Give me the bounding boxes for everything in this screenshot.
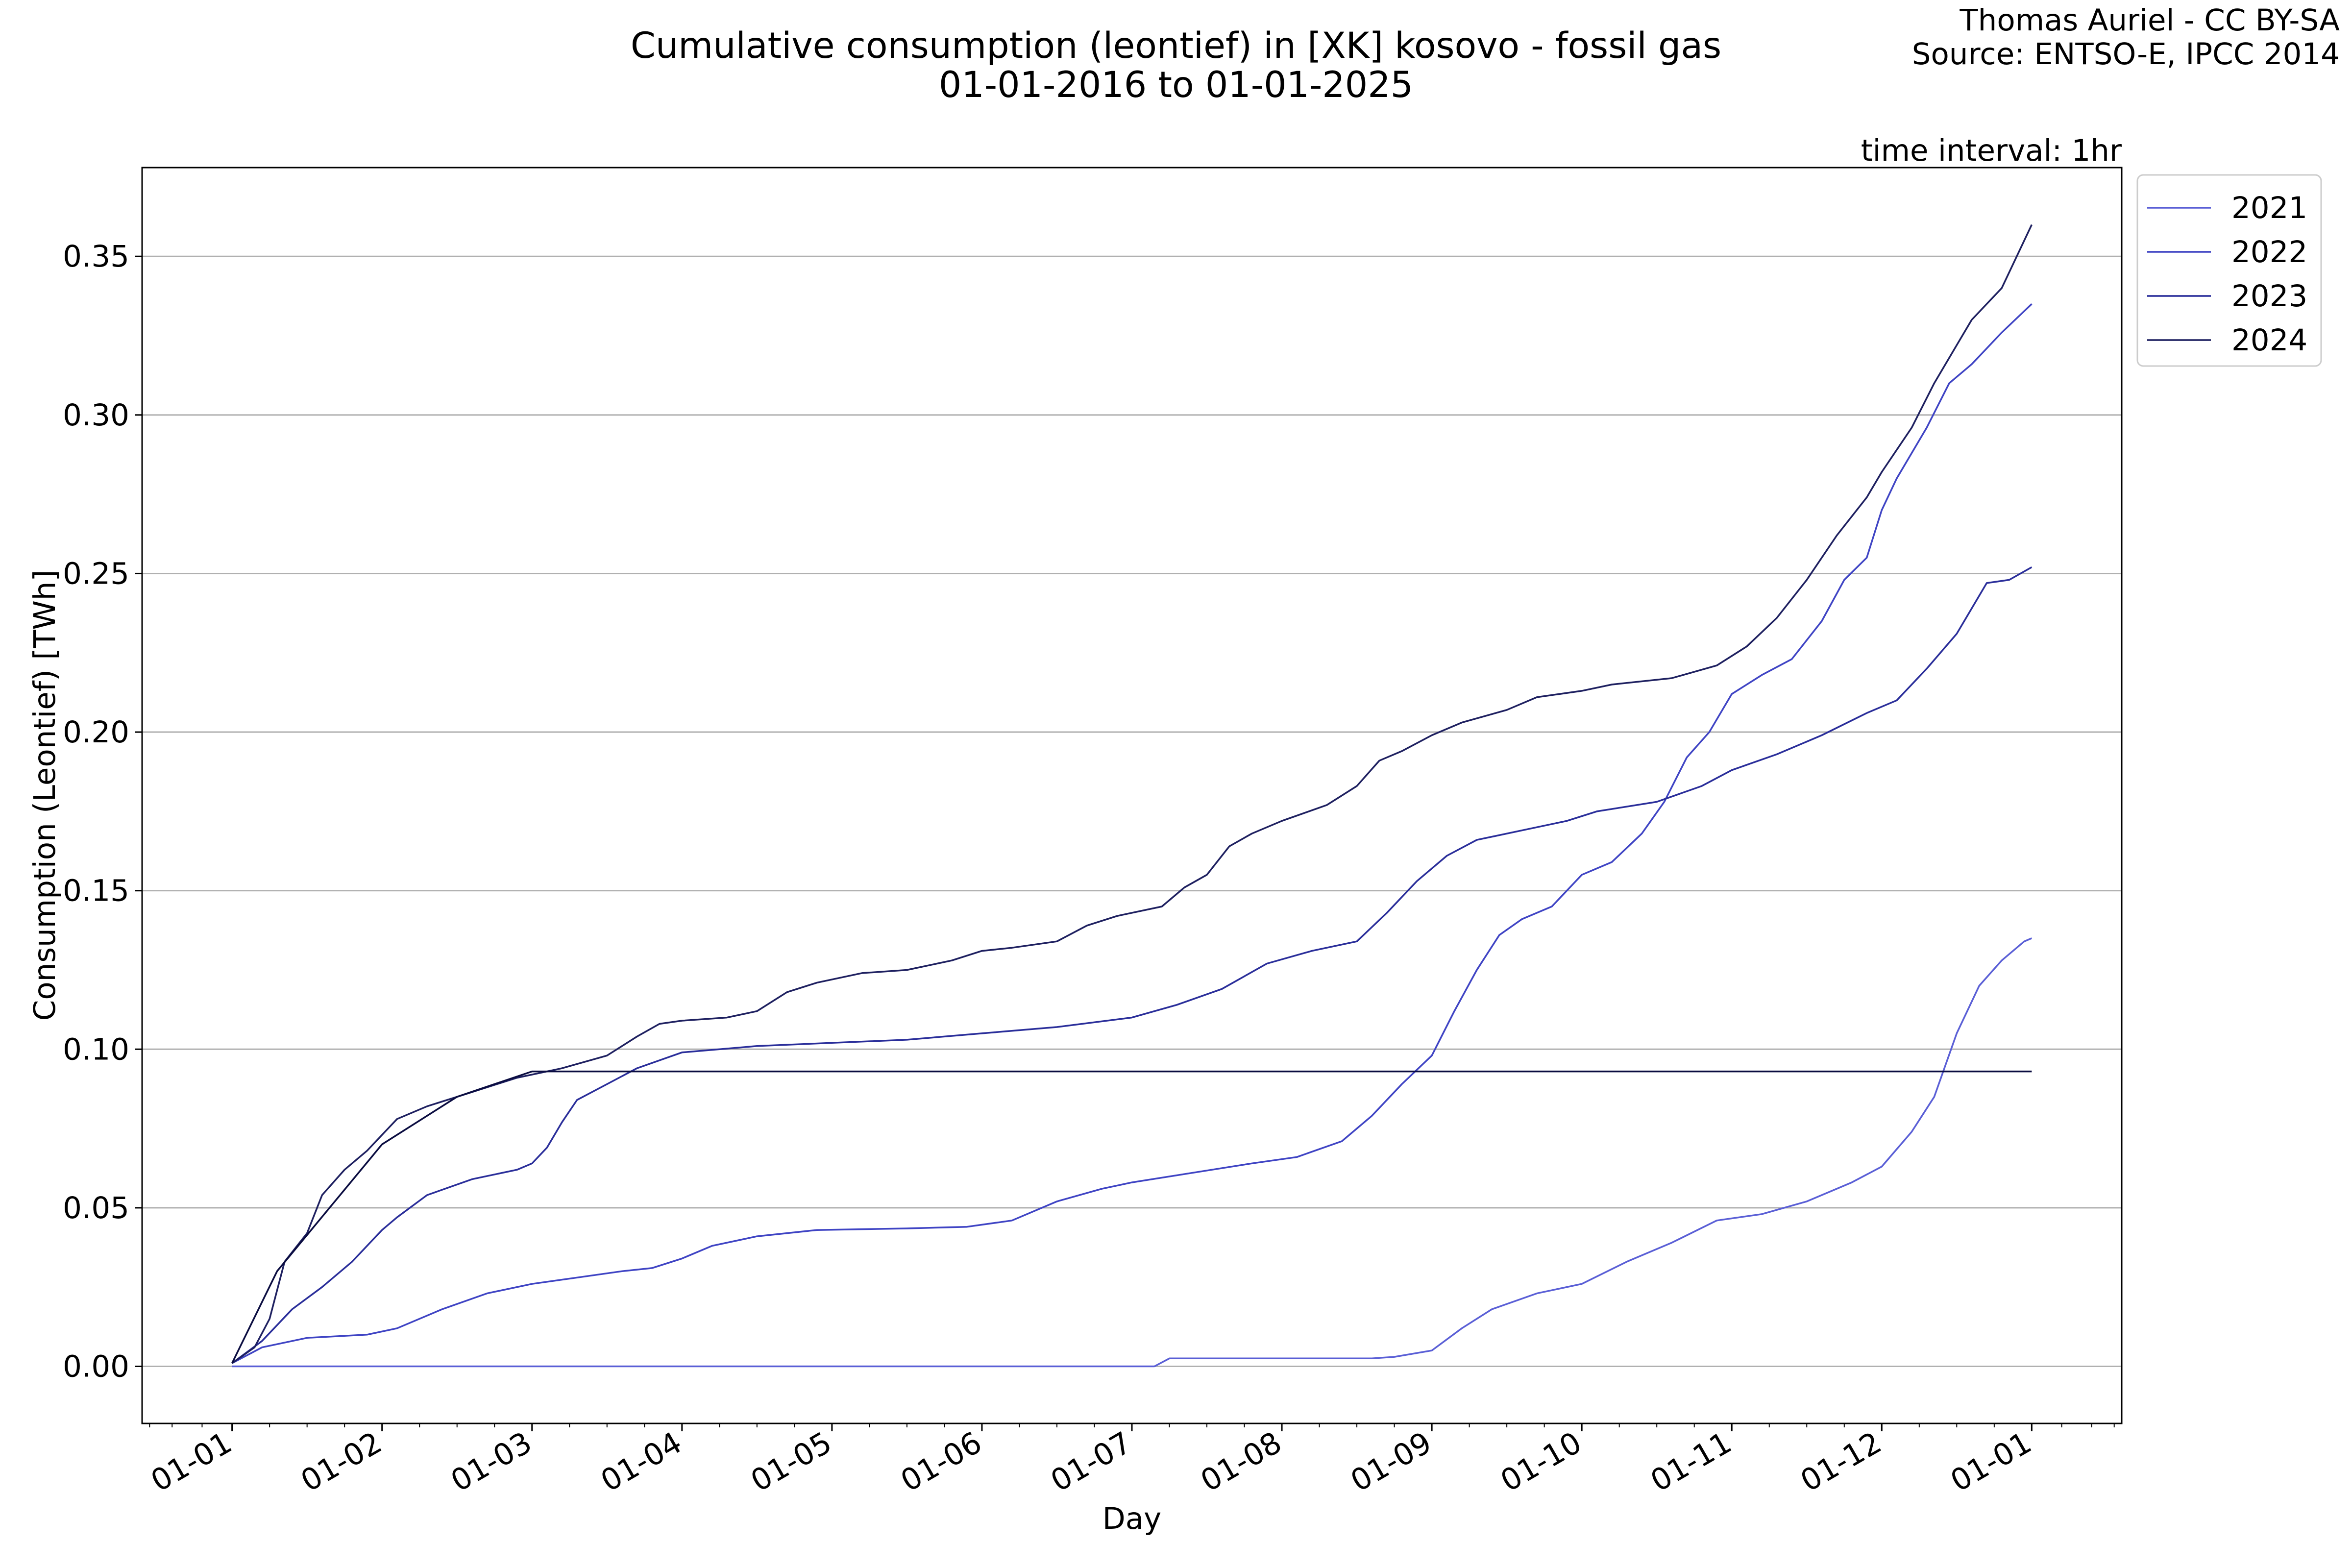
y-tick-label: 0.25 xyxy=(63,556,129,591)
y-tick-label: 0.30 xyxy=(63,398,129,433)
x-tick-label: 01-08 xyxy=(1195,1425,1288,1499)
x-tick-label: 01-02 xyxy=(295,1425,388,1499)
legend-box xyxy=(2136,174,2322,367)
y-axis-label: Consumption (Leontief) [TWh] xyxy=(27,570,62,1021)
series-line-2023 xyxy=(231,566,2033,1364)
x-tick-label: 01-09 xyxy=(1345,1425,1438,1499)
legend-label-2023: 2023 xyxy=(2231,279,2307,314)
chart-title: Cumulative consumption (leontief) in [XK… xyxy=(631,25,1721,67)
y-tick-label: 0.05 xyxy=(63,1191,129,1225)
y-tick-label: 0.10 xyxy=(63,1032,129,1067)
legend-label-2024: 2024 xyxy=(2231,323,2307,358)
y-tick-label: 0.00 xyxy=(63,1349,129,1384)
x-axis: 01-01 01-02 01-03 01-04 01-05 01-06 01-07 01-08… xyxy=(145,1423,2115,1499)
y-tick-label: 0.35 xyxy=(63,239,129,274)
series-lines xyxy=(231,224,2033,1368)
legend-label-2021: 2021 xyxy=(2231,191,2307,225)
x-tick-label: 01-05 xyxy=(745,1425,837,1499)
chart-subtitle: 01-01-2016 to 01-01-2025 xyxy=(939,64,1413,106)
x-tick-label: 01-12 xyxy=(1795,1425,1887,1499)
y-axis: 0.00 0.05 0.10 0.15 0.20 0.25 0.30 0.35 xyxy=(63,239,142,1384)
series-line-2024 xyxy=(231,224,2033,1364)
x-tick-label: 01-11 xyxy=(1645,1425,1738,1499)
series-line-2022 xyxy=(231,303,2033,1364)
x-tick-label: 01-04 xyxy=(595,1425,687,1499)
y-gridlines xyxy=(142,255,2122,1367)
series-line-unlabeled-4 xyxy=(231,1070,2032,1364)
time-interval-note: time interval: 1hr xyxy=(1861,133,2122,168)
x-tick-label: 01-06 xyxy=(895,1425,987,1499)
x-tick-label: 01-07 xyxy=(1045,1425,1137,1499)
series-line-2021 xyxy=(232,937,2033,1368)
x-tick-label: 01-10 xyxy=(1495,1425,1588,1499)
legend: 2021 2022 2023 2024 xyxy=(2136,174,2322,367)
x-tick-label: 01-01 xyxy=(1945,1425,2037,1499)
legend-label-2022: 2022 xyxy=(2231,235,2307,270)
x-tick-label: 01-03 xyxy=(445,1425,538,1499)
y-tick-label: 0.15 xyxy=(63,874,129,908)
data-source: Source: ENTSO-E, IPCC 2014 xyxy=(1912,37,2340,72)
author-credit: Thomas Auriel - CC BY-SA xyxy=(1959,3,2340,38)
y-tick-label: 0.20 xyxy=(63,715,129,750)
x-tick-label: 01-01 xyxy=(145,1425,238,1499)
plot-frame xyxy=(141,167,2123,1424)
x-axis-label: Day xyxy=(1102,1501,1161,1536)
